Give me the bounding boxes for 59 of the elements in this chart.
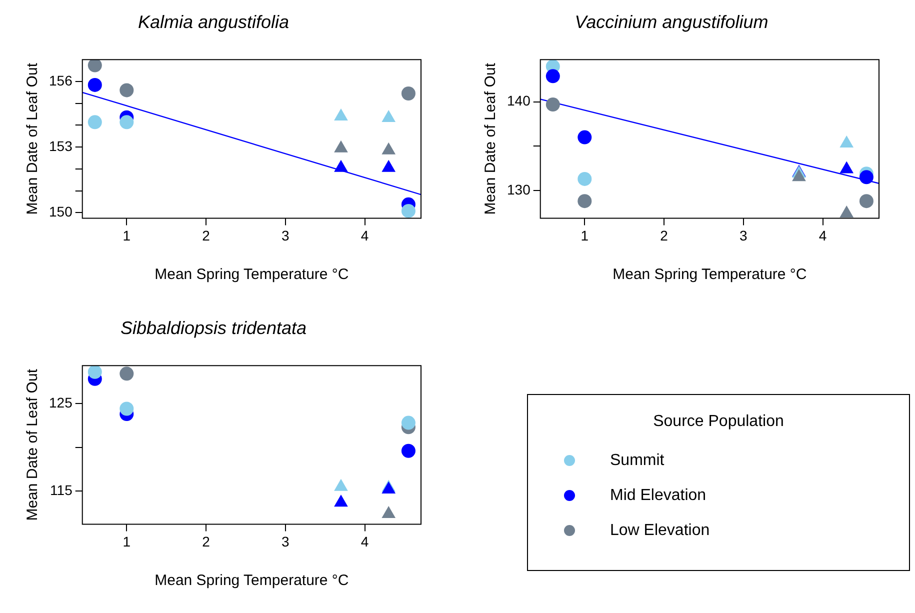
x-axis-title: Mean Spring Temperature °C bbox=[612, 266, 807, 284]
point bbox=[120, 402, 134, 416]
x-tick-label: 2 bbox=[202, 227, 210, 244]
y-axis-title: Mean Date of Leaf Out bbox=[482, 62, 500, 215]
point bbox=[382, 142, 396, 154]
point bbox=[334, 140, 348, 152]
x-tick-label: 2 bbox=[202, 533, 210, 550]
y-axis-title: Mean Date of Leaf Out bbox=[24, 368, 42, 521]
point bbox=[578, 130, 592, 144]
point bbox=[401, 86, 416, 101]
point bbox=[546, 98, 560, 112]
y-tick-label: 130 bbox=[507, 181, 531, 198]
x-axis-title: Mean Spring Temperature °C bbox=[154, 572, 349, 590]
y-tick-label: 156 bbox=[49, 72, 73, 88]
x-tick-label: 1 bbox=[122, 227, 131, 244]
x-tick-label: 4 bbox=[818, 227, 827, 244]
x-tick-label: 3 bbox=[282, 533, 290, 550]
point bbox=[578, 172, 592, 186]
point bbox=[382, 506, 396, 518]
x-tick-label: 3 bbox=[282, 227, 290, 244]
y-tick-label: 153 bbox=[49, 138, 73, 154]
point bbox=[334, 160, 348, 172]
legend-title: Source Population bbox=[652, 413, 785, 431]
chart-title: Sibbaldiopsis tridentata bbox=[120, 318, 307, 338]
point bbox=[88, 366, 102, 379]
y-axis-title: Mean Date of Leaf Out bbox=[24, 62, 42, 215]
point bbox=[840, 206, 854, 218]
y-tick-label: 125 bbox=[49, 394, 73, 410]
point bbox=[859, 170, 874, 184]
point bbox=[334, 494, 348, 507]
point bbox=[334, 478, 348, 491]
point bbox=[859, 194, 874, 208]
legend-label: Summit bbox=[610, 452, 664, 470]
legend-label: Low Elevation bbox=[610, 522, 710, 540]
point bbox=[382, 160, 396, 172]
legend-label: Mid Elevation bbox=[610, 486, 706, 504]
x-tick-label: 1 bbox=[122, 533, 131, 550]
point bbox=[88, 60, 102, 72]
point bbox=[120, 83, 134, 98]
x-tick-label: 4 bbox=[360, 227, 369, 244]
chart-title: Kalmia angustifolia bbox=[138, 12, 290, 32]
chart-title: Vaccinium angustifolium bbox=[574, 12, 768, 32]
point bbox=[546, 69, 560, 84]
point bbox=[401, 444, 416, 458]
y-tick-label: 150 bbox=[49, 204, 73, 220]
point bbox=[578, 194, 592, 208]
x-tick-label: 2 bbox=[660, 227, 668, 244]
point bbox=[88, 78, 102, 92]
point bbox=[401, 416, 416, 430]
x-axis-title: Mean Spring Temperature °C bbox=[154, 266, 349, 284]
y-tick-label: 115 bbox=[50, 482, 73, 498]
point bbox=[120, 115, 134, 130]
x-tick-label: 3 bbox=[740, 227, 748, 244]
point bbox=[382, 110, 396, 122]
y-tick-label: 140 bbox=[507, 92, 531, 109]
x-tick-label: 4 bbox=[360, 533, 369, 550]
point bbox=[120, 366, 134, 381]
point bbox=[88, 115, 102, 130]
x-tick-label: 1 bbox=[580, 227, 589, 244]
